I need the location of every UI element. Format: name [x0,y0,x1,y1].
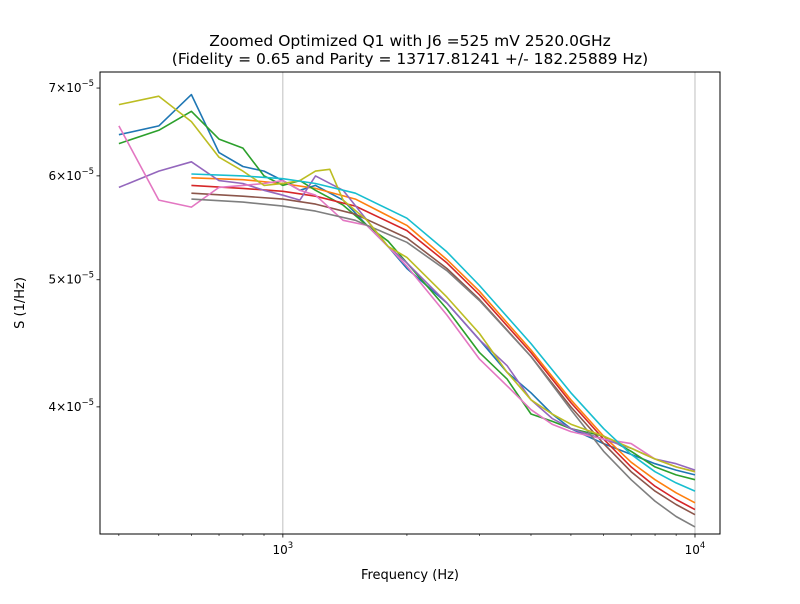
series-line-4 [191,184,696,511]
series-group [118,93,696,528]
x-axis-label: Frequency (Hz) [361,568,459,583]
series-line-2 [191,177,696,504]
grid-lines [282,72,696,534]
axis-ticks: 103 104 4×10−5 5×10−5 6×10−5 7×10−5 [48,79,705,557]
x-tick-label: 104 [685,541,706,557]
y-axis-label: S (1/Hz) [13,277,28,329]
x-tick-label: 103 [273,541,294,557]
series-line-7 [118,125,696,473]
y-tick-label: 7×10−5 [48,79,94,95]
series-line-8 [191,198,696,528]
y-tick-label: 5×10−5 [48,271,94,287]
y-tick-label: 6×10−5 [48,167,94,183]
series-line-6 [191,192,696,516]
series-line-9 [118,95,696,473]
series-line-10 [191,173,696,492]
chart-title-line2: (Fidelity = 0.65 and Parity = 13717.8124… [172,50,648,68]
plot-frame [99,71,721,535]
chart-title-line1: Zoomed Optimized Q1 with J6 =525 mV 2520… [209,32,611,50]
y-tick-label: 4×10−5 [48,398,94,414]
